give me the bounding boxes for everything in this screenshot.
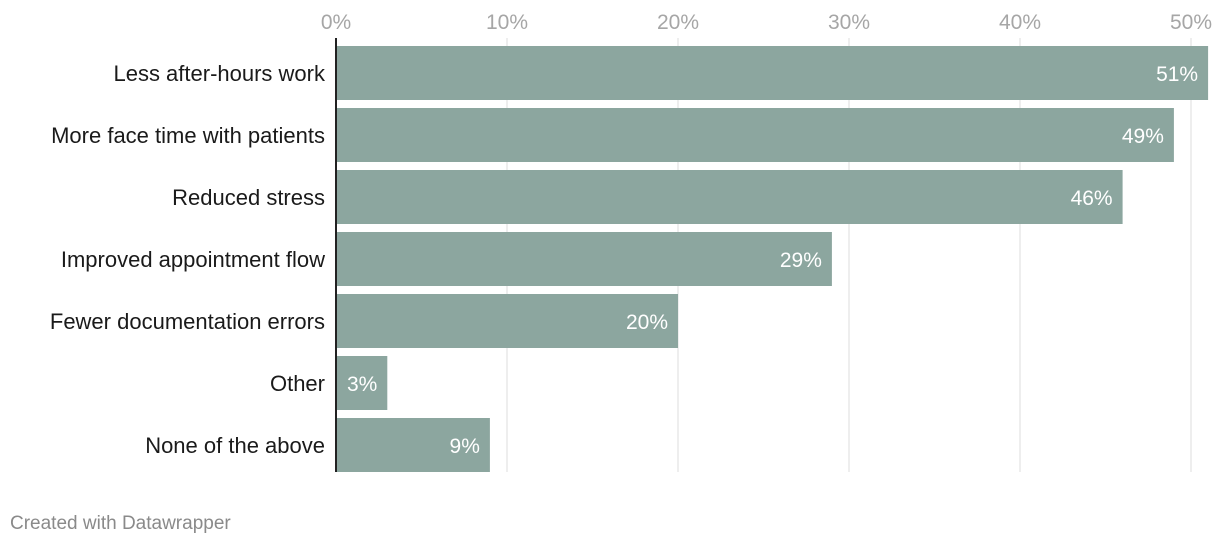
category-label: Less after-hours work xyxy=(113,61,326,86)
x-tick-label: 30% xyxy=(828,11,870,34)
x-tick-label: 40% xyxy=(999,11,1041,34)
x-tick-label: 20% xyxy=(657,11,699,34)
value-label: 20% xyxy=(626,311,668,334)
datawrapper-credit: Created with Datawrapper xyxy=(10,513,231,534)
value-label: 9% xyxy=(450,435,480,458)
bar xyxy=(336,46,1209,100)
category-label: None of the above xyxy=(145,433,325,458)
value-label: 46% xyxy=(1071,187,1113,210)
bar-chart: 0% 10% 20% 30% 40% 50% Less after-hours work 51… xyxy=(50,11,1212,472)
value-label: 29% xyxy=(780,249,822,272)
category-label: More face time with patients xyxy=(51,123,325,148)
category-label: Fewer documentation errors xyxy=(50,309,325,334)
x-tick-label: 0% xyxy=(321,11,351,34)
value-label: 49% xyxy=(1122,125,1164,148)
category-label: Improved appointment flow xyxy=(61,247,325,272)
bar xyxy=(336,418,490,472)
x-tick-label: 50% xyxy=(1170,11,1212,34)
category-label: Reduced stress xyxy=(172,185,325,210)
bar xyxy=(336,232,832,286)
value-label: 51% xyxy=(1156,63,1198,86)
bar xyxy=(336,294,678,348)
bar xyxy=(336,170,1123,224)
bar xyxy=(336,356,388,410)
value-label: 3% xyxy=(347,373,377,396)
x-tick-label: 10% xyxy=(486,11,528,34)
bar xyxy=(336,108,1174,162)
category-label: Other xyxy=(270,371,325,396)
